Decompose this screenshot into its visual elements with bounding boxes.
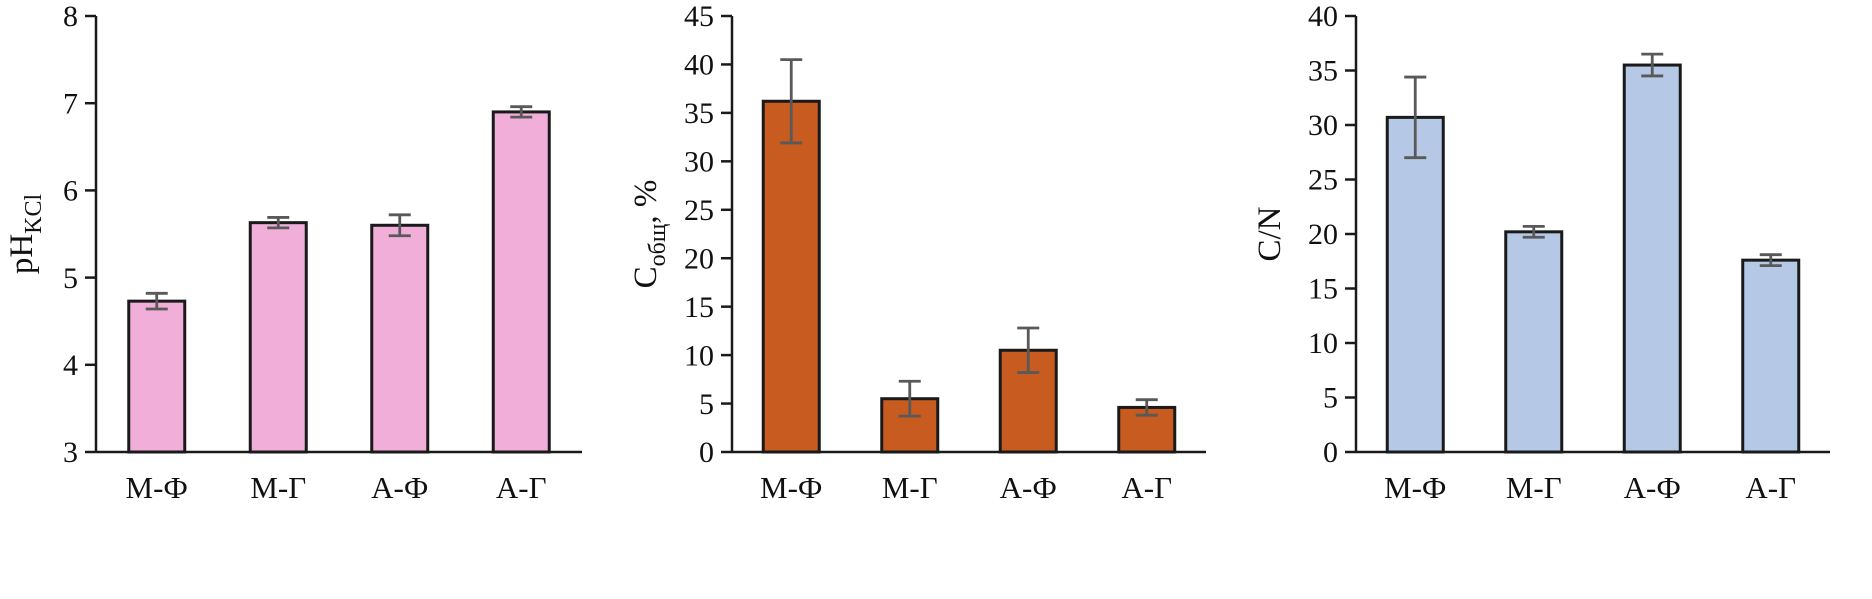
error-bar (1404, 75, 1427, 160)
y-tick-label: 4 (63, 349, 78, 382)
bar-ph-kcl-3 (491, 110, 551, 454)
x-category-label: М-Г (250, 470, 306, 505)
y-tick-label: 10 (1308, 327, 1338, 360)
bar-ph-kcl-2 (370, 223, 430, 454)
chart-panel-cn-ratio: 0 5 10 15 20 25 30 35 40 М-Ф М-Г А-Ф А-Г C/N (1248, 0, 1872, 599)
x-category-label: А-Г (1745, 470, 1796, 505)
chart-panel-ph-kcl: 3 4 5 6 7 8 М-Ф М-Г А-Ф А-Г pHKCl (0, 0, 624, 599)
y-tick-label: 35 (684, 97, 714, 130)
x-category-label: А-Ф (1000, 470, 1057, 505)
y-tick-label: 15 (1308, 273, 1338, 306)
error-bar (1522, 224, 1545, 239)
bar-cn-ratio-0 (1385, 115, 1445, 454)
error-bar (1017, 326, 1040, 374)
y-tick-label: 5 (699, 388, 714, 421)
error-bar (145, 291, 168, 311)
x-category-label: А-Г (496, 470, 547, 505)
chart-panel-c-total: 0 5 10 15 20 25 30 35 40 45 М-Ф М-Г А-Ф А-Г Собщ, % (624, 0, 1248, 599)
bar-cn-ratio-3 (1741, 258, 1801, 454)
bar-cn-ratio-1 (1504, 230, 1564, 454)
error-bar (898, 379, 921, 418)
bar-c-total-0 (761, 99, 821, 454)
error-bar (1759, 253, 1782, 268)
x-category-label: А-Ф (371, 470, 428, 505)
x-category-label: М-Ф (1384, 470, 1446, 505)
error-bar (1135, 398, 1158, 417)
chart-ph-kcl: 3 4 5 6 7 8 М-Ф М-Г А-Ф А-Г pHKCl (4, 0, 582, 505)
bar-cn-ratio-2 (1622, 63, 1682, 454)
x-category-label: М-Ф (760, 470, 822, 505)
x-category-label: А-Ф (1624, 470, 1681, 505)
x-category-label: М-Ф (126, 470, 188, 505)
y-tick-label: 40 (684, 49, 714, 82)
x-category-label: М-Г (882, 470, 938, 505)
y-tick-label: 0 (1323, 436, 1338, 469)
y-tick-label: 20 (684, 242, 714, 275)
y-axis-title: pHKCl (4, 193, 47, 274)
y-tick-label: 20 (1308, 218, 1338, 251)
error-bar (510, 105, 533, 119)
y-tick-label: 25 (684, 194, 714, 227)
y-axis-title: Собщ, % (628, 180, 671, 289)
chart-cn-ratio: 0 5 10 15 20 25 30 35 40 М-Ф М-Г А-Ф А-Г C/N (1252, 0, 1830, 505)
error-bar (267, 216, 290, 230)
y-tick-label: 8 (63, 0, 78, 33)
chart-c-total: 0 5 10 15 20 25 30 35 40 45 М-Ф М-Г А-Ф А-Г Собщ, % (628, 0, 1206, 505)
bar-ph-kcl-1 (248, 221, 308, 454)
y-tick-label: 35 (1308, 55, 1338, 88)
y-tick-label: 5 (1323, 382, 1338, 415)
y-tick-label: 15 (684, 291, 714, 324)
y-tick-label: 10 (684, 339, 714, 372)
y-tick-label: 45 (684, 0, 714, 33)
y-axis-title: C/N (1252, 206, 1288, 261)
bar-ph-kcl-0 (127, 299, 187, 454)
y-tick-label: 7 (63, 87, 78, 120)
y-tick-label: 0 (699, 436, 714, 469)
y-tick-label: 30 (684, 146, 714, 179)
y-tick-label: 3 (63, 436, 78, 469)
x-category-label: А-Г (1121, 470, 1172, 505)
error-bar (780, 58, 803, 145)
y-tick-label: 5 (63, 262, 78, 295)
y-tick-label: 40 (1308, 0, 1338, 33)
y-tick-label: 30 (1308, 109, 1338, 142)
y-tick-label: 25 (1308, 164, 1338, 197)
x-category-label: М-Г (1506, 470, 1562, 505)
error-bar (1641, 52, 1664, 78)
y-tick-label: 6 (63, 175, 78, 208)
error-bar (388, 213, 411, 238)
